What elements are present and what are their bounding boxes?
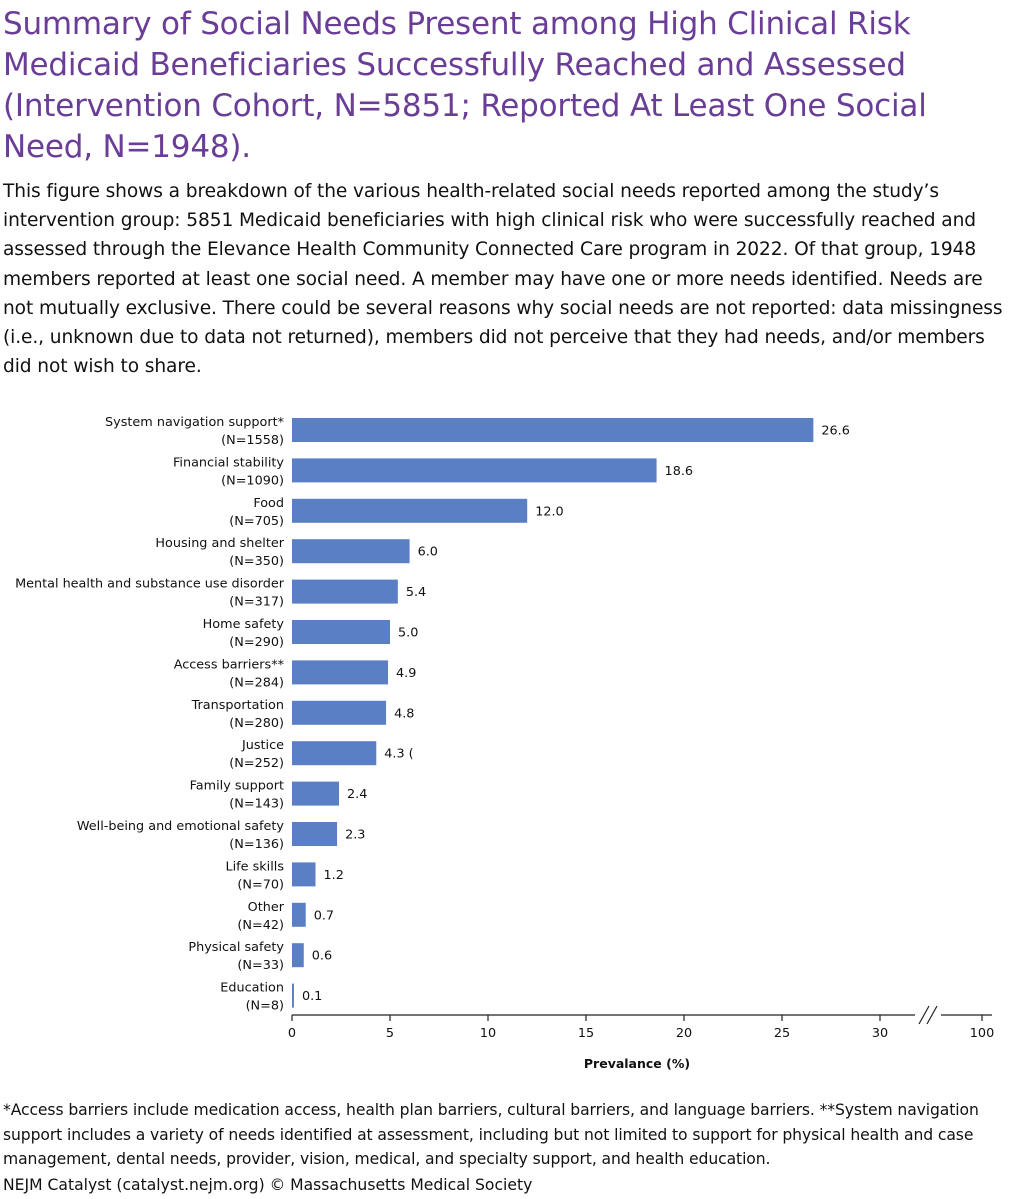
bar: [292, 660, 389, 685]
category-label: Education: [220, 981, 284, 996]
category-count-label: (N=705): [229, 514, 284, 529]
data-label: 4.8: [394, 706, 414, 721]
x-tick-label: 5: [386, 1026, 394, 1041]
category-count-label: (N=1090): [221, 473, 284, 488]
bar: [292, 822, 338, 846]
bar: [292, 862, 316, 887]
data-label: 5.0: [398, 626, 418, 641]
bar: [292, 418, 814, 442]
category-count-label: (N=70): [237, 877, 284, 892]
axis-break-mark: [918, 1005, 930, 1025]
data-label: 26.6: [821, 424, 850, 439]
category-label: Food: [253, 496, 284, 511]
category-count-label: (N=1558): [221, 433, 284, 448]
category-label: Other: [248, 900, 285, 915]
x-axis: [292, 1005, 992, 1025]
source-credit: NEJM Catalyst (catalyst.nejm.org) © Mass…: [3, 1176, 533, 1194]
bar: [292, 700, 387, 725]
category-label: Justice: [241, 738, 284, 753]
data-label: 18.6: [665, 464, 694, 479]
category-count-label: (N=317): [229, 595, 284, 610]
category-count-label: (N=42): [237, 918, 284, 933]
x-tick-label: 15: [578, 1026, 594, 1041]
bar: [292, 741, 377, 766]
bar: [292, 539, 410, 564]
data-label: 6.0: [418, 545, 438, 560]
data-label: 0.1: [302, 989, 322, 1004]
category-label: Mental health and substance use disorder: [15, 577, 285, 592]
data-label: 12.0: [535, 504, 564, 519]
bar-group: [292, 418, 814, 1008]
x-tick-label: 100: [970, 1026, 994, 1041]
category-label: Home safety: [203, 617, 285, 632]
category-label: Family support: [190, 779, 284, 794]
bar: [292, 620, 390, 644]
axis-break-mark: [926, 1005, 938, 1025]
category-count-label: (N=8): [246, 999, 284, 1014]
x-tick-label: 25: [774, 1026, 790, 1041]
bar: [292, 458, 657, 483]
bar: [292, 983, 294, 1008]
x-tick-label: 20: [676, 1026, 692, 1041]
figure-description: This figure shows a breakdown of the var…: [3, 181, 1003, 378]
category-count-label: (N=280): [229, 716, 284, 731]
category-count-label: (N=284): [229, 675, 284, 690]
data-label: 2.4: [347, 787, 367, 802]
category-count-label: (N=350): [229, 554, 284, 569]
value-labels: 26.6 18.6 12.0 6.0 5.4 5.0 4.9 4.8 4.3 ( 2.4 2.3 1.…: [302, 424, 850, 1005]
category-label: Well-being and emotional safety: [77, 819, 285, 834]
category-label: Housing and shelter: [155, 536, 284, 551]
bar: [292, 579, 398, 604]
footnote: *Access barriers include medication acce…: [3, 1101, 979, 1168]
category-label: Physical safety: [188, 940, 284, 955]
data-label: 4.9: [396, 666, 416, 681]
category-count-label: (N=252): [229, 756, 284, 771]
x-axis-ticks: 0 5 10 15 20 25 30 100: [288, 1015, 994, 1041]
bar: [292, 902, 306, 927]
category-count-label: (N=136): [229, 837, 284, 852]
data-label: 4.3 (: [384, 747, 413, 762]
data-label: 0.7: [314, 908, 334, 923]
x-axis-title: Prevalance (%): [584, 1056, 690, 1071]
bar: [292, 943, 304, 968]
category-labels: System navigation support* (N=1558) Financ…: [15, 415, 285, 1014]
category-label: Access barriers**: [174, 657, 285, 672]
category-label: Life skills: [225, 859, 284, 874]
category-count-label: (N=33): [237, 958, 284, 973]
bar: [292, 498, 528, 523]
category-count-label: (N=290): [229, 635, 284, 650]
x-tick-label: 30: [872, 1026, 888, 1041]
chart-title: Summary of Social Needs Present among Hi…: [3, 6, 927, 165]
category-label: Financial stability: [173, 455, 284, 470]
category-label: System navigation support*: [105, 415, 285, 430]
bar-chart: System navigation support* (N=1558) Financ…: [15, 415, 994, 1071]
data-label: 5.4: [406, 585, 426, 600]
data-label: 0.6: [312, 949, 332, 964]
category-count-label: (N=143): [229, 797, 284, 812]
x-tick-label: 0: [288, 1026, 296, 1041]
data-label: 1.2: [324, 868, 344, 883]
data-label: 2.3: [345, 828, 365, 843]
bar: [292, 781, 340, 806]
x-tick-label: 10: [480, 1026, 496, 1041]
category-label: Transportation: [191, 698, 284, 713]
